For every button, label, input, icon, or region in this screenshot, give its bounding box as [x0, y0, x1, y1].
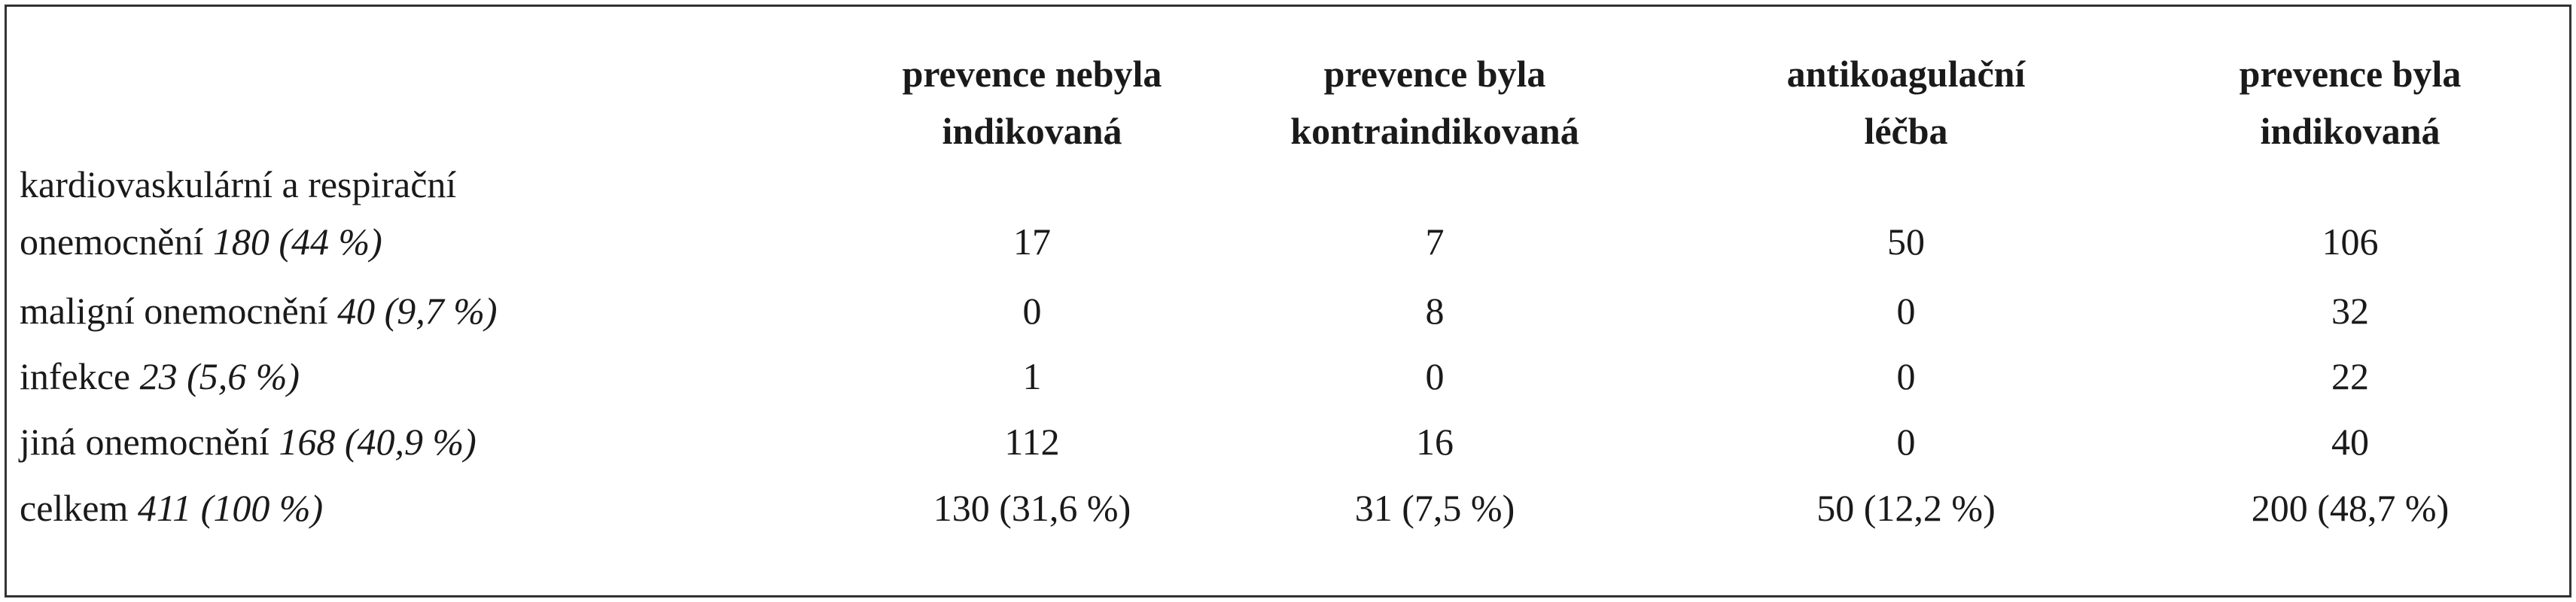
cell: 0: [1896, 355, 1916, 397]
row-label: maligní onemocnění 40 (9,7 %): [20, 288, 498, 333]
cell: 0: [1896, 421, 1916, 463]
column-header: prevence byla: [1323, 53, 1546, 95]
row-note: 40 (9,7 %): [337, 290, 498, 332]
row-note: 411 (100 %): [137, 487, 324, 529]
cell: 0: [1425, 355, 1445, 397]
cell: 7: [1425, 220, 1445, 263]
cell: 1: [1022, 355, 1042, 397]
row-label: onemocnění 180 (44 %): [20, 219, 382, 264]
cell: 8: [1425, 290, 1445, 332]
table-frame: [5, 5, 2571, 597]
cell: 17: [1013, 220, 1051, 263]
row-label: jiná onemocnění 168 (40,9 %): [20, 419, 477, 464]
row-label: infekce 23 (5,6 %): [20, 354, 300, 399]
row-label-text: jiná onemocnění: [20, 421, 269, 463]
row-note: 23 (5,6 %): [139, 355, 300, 397]
cell: 32: [2331, 290, 2369, 332]
row-note: 168 (40,9 %): [279, 421, 477, 463]
cell: 50: [1887, 220, 1925, 263]
cell: 112: [1004, 421, 1060, 463]
column-header: prevence nebyla: [902, 53, 1162, 95]
cell: 200 (48,7 %): [2251, 487, 2450, 529]
column-header: antikoagulační: [1786, 53, 2026, 95]
row-label-text: infekce: [20, 355, 131, 397]
cell: 22: [2331, 355, 2369, 397]
row-note: 180 (44 %): [212, 220, 382, 263]
cell: 0: [1022, 290, 1042, 332]
column-header: léčba: [1864, 110, 1948, 152]
cell: 16: [1416, 421, 1454, 463]
cell: 130 (31,6 %): [933, 487, 1131, 529]
row-label-text: celkem: [20, 487, 129, 529]
column-header: indikovaná: [942, 110, 1122, 152]
cell: 40: [2331, 421, 2369, 463]
row-label: celkem 411 (100 %): [20, 485, 323, 531]
row-label-text: kardiovaskulární a respirační: [20, 163, 457, 205]
cell: 106: [2322, 220, 2379, 263]
column-header: kontraindikovaná: [1290, 110, 1579, 152]
cell: 50 (12,2 %): [1816, 487, 1996, 529]
row-label-text: onemocnění: [20, 220, 204, 263]
column-header: prevence byla: [2239, 53, 2462, 95]
cell: 31 (7,5 %): [1354, 487, 1515, 529]
column-header: indikovaná: [2260, 110, 2441, 152]
row-label: kardiovaskulární a respirační: [20, 162, 456, 207]
row-label-text: maligní onemocnění: [20, 290, 328, 332]
cell: 0: [1896, 290, 1916, 332]
